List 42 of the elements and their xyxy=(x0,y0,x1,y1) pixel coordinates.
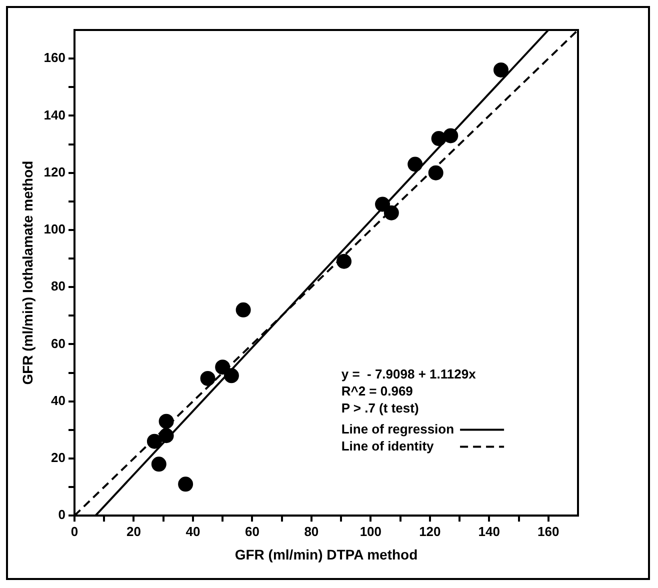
x-tick-label: 140 xyxy=(478,524,500,539)
point xyxy=(158,428,174,444)
legend-label: Line of regression xyxy=(341,421,454,436)
point xyxy=(384,205,399,220)
x-axis-title: GFR (ml/min) DTPA method xyxy=(234,546,418,562)
y-tick-label: 40 xyxy=(51,392,66,408)
y-tick-label: 100 xyxy=(44,222,66,237)
point xyxy=(146,434,162,449)
point xyxy=(151,456,166,472)
x-tick-label: 120 xyxy=(419,524,441,539)
point xyxy=(493,62,508,78)
y-axis-title: GFR (ml/min) Iothalamate method xyxy=(19,160,36,385)
x-tick-label: 60 xyxy=(244,524,260,539)
x-tick-label: 20 xyxy=(126,524,141,539)
point xyxy=(236,302,251,318)
x-tick-label: 100 xyxy=(360,524,382,539)
y-tick-label: 20 xyxy=(51,450,66,466)
y-tick-label: 160 xyxy=(44,50,66,66)
annotation: R^2 = 0.969 xyxy=(341,383,413,398)
legend-label: Line of identity xyxy=(341,438,435,454)
point xyxy=(215,360,230,375)
y-tick-label: 0 xyxy=(58,507,66,522)
point xyxy=(336,254,352,269)
point xyxy=(200,370,216,386)
point xyxy=(178,476,194,492)
y-tick-label: 120 xyxy=(44,164,66,180)
annotation: P > .7 (t test) xyxy=(341,400,419,416)
point xyxy=(408,156,423,172)
x-tick-label: 80 xyxy=(304,524,319,539)
y-tick-label: 60 xyxy=(51,336,66,351)
point xyxy=(375,196,390,212)
y-tick-label: 80 xyxy=(51,278,66,294)
point xyxy=(431,131,446,146)
point xyxy=(158,414,174,429)
point xyxy=(224,368,239,384)
x-tick-label: 160 xyxy=(538,524,560,539)
x-tick-label: 0 xyxy=(70,524,78,539)
annotation: y = - 7.9098 + 1.1129x xyxy=(341,366,477,382)
point xyxy=(443,128,458,144)
x-tick-label: 40 xyxy=(186,524,200,539)
point xyxy=(428,165,444,180)
y-tick-label: 140 xyxy=(44,107,66,122)
